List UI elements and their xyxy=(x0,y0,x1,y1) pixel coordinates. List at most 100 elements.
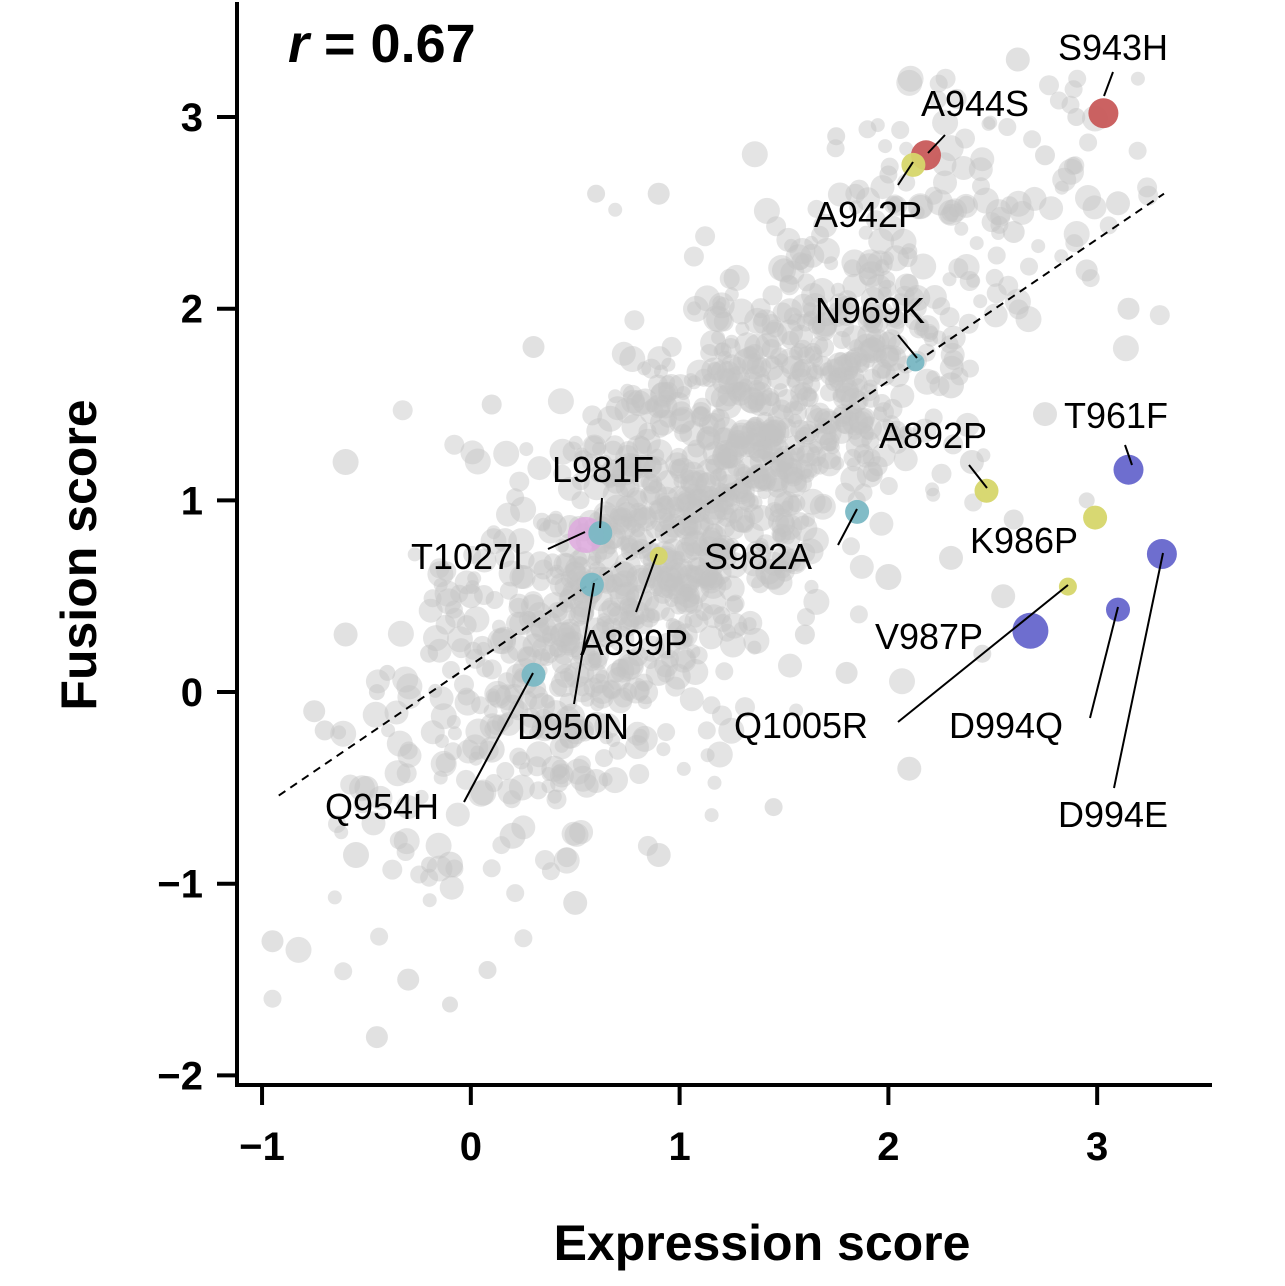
background-point xyxy=(699,625,724,650)
background-point xyxy=(765,319,784,338)
background-point xyxy=(628,646,649,667)
background-point xyxy=(556,631,581,656)
background-point xyxy=(637,695,652,710)
background-point xyxy=(803,588,830,615)
background-point xyxy=(506,884,525,903)
background-point xyxy=(580,692,595,707)
background-point xyxy=(554,577,573,596)
background-point xyxy=(885,194,904,213)
background-point xyxy=(849,200,864,215)
background-point xyxy=(694,562,719,587)
background-point xyxy=(699,498,725,525)
background-point xyxy=(521,611,536,625)
background-point xyxy=(702,524,727,548)
background-point xyxy=(810,336,829,355)
background-point xyxy=(762,551,787,576)
background-point xyxy=(926,487,941,502)
background-point xyxy=(384,760,411,787)
background-point xyxy=(715,517,736,538)
background-point xyxy=(835,482,856,503)
background-point xyxy=(681,530,708,557)
highlight-point-n969k xyxy=(906,353,925,372)
background-point xyxy=(898,426,913,440)
background-point xyxy=(762,419,787,444)
background-point xyxy=(553,552,578,577)
background-point xyxy=(940,342,965,367)
background-point xyxy=(559,692,578,711)
background-point xyxy=(470,779,497,806)
background-point xyxy=(732,482,753,503)
background-point xyxy=(587,551,602,566)
background-point xyxy=(492,626,517,651)
background-point xyxy=(797,273,816,292)
background-point xyxy=(909,318,930,339)
background-point xyxy=(711,359,735,384)
background-point xyxy=(518,610,537,629)
background-point xyxy=(762,450,777,465)
leader-line-a892p xyxy=(968,464,988,489)
background-point xyxy=(834,302,859,326)
background-point xyxy=(611,658,630,677)
background-point xyxy=(781,548,808,575)
background-point xyxy=(741,432,768,459)
background-point xyxy=(810,456,829,475)
background-point xyxy=(875,344,900,369)
background-point xyxy=(804,346,823,365)
background-point xyxy=(619,477,640,498)
background-point xyxy=(813,312,837,337)
background-point xyxy=(875,564,902,590)
background-point xyxy=(713,500,734,520)
background-point xyxy=(875,302,893,321)
background-point xyxy=(556,553,577,574)
background-point xyxy=(854,483,873,502)
point-label-a899p: A899P xyxy=(580,622,688,663)
background-point xyxy=(772,302,793,323)
background-point xyxy=(457,687,476,706)
background-point xyxy=(690,564,711,585)
background-point xyxy=(721,552,748,579)
background-point xyxy=(796,442,821,467)
background-point xyxy=(615,581,640,606)
background-point xyxy=(817,452,842,477)
background-point xyxy=(822,437,837,452)
background-point xyxy=(879,165,898,184)
background-point xyxy=(650,382,675,407)
background-point xyxy=(858,225,873,240)
background-point xyxy=(764,798,783,817)
background-point xyxy=(520,594,545,619)
background-point xyxy=(884,307,904,328)
background-point xyxy=(1020,257,1038,276)
background-point xyxy=(877,270,896,289)
background-point xyxy=(835,415,854,434)
point-label-q954h: Q954H xyxy=(325,786,439,827)
background-point xyxy=(968,157,993,182)
background-point xyxy=(499,822,526,849)
background-point xyxy=(809,278,836,304)
background-point xyxy=(835,382,860,407)
background-point xyxy=(686,488,707,509)
background-point xyxy=(879,477,898,495)
background-point xyxy=(687,375,702,390)
point-label-t1027i: T1027I xyxy=(411,536,523,577)
background-point xyxy=(717,576,732,591)
background-point xyxy=(763,437,790,464)
background-point xyxy=(493,528,517,553)
background-point xyxy=(542,700,569,727)
point-label-t961f: T961F xyxy=(1064,395,1168,436)
background-point xyxy=(768,450,793,475)
background-point xyxy=(666,391,691,416)
background-point xyxy=(548,510,563,525)
background-point xyxy=(625,588,640,603)
background-point xyxy=(676,584,700,608)
background-point xyxy=(857,338,882,363)
background-point xyxy=(616,656,641,681)
highlight-point-a899p xyxy=(649,547,668,565)
y-tick-label: 0 xyxy=(181,671,203,715)
background-point xyxy=(783,466,804,487)
background-point xyxy=(791,358,818,385)
background-point xyxy=(630,615,645,630)
background-point xyxy=(942,272,957,287)
background-point xyxy=(761,451,776,466)
background-point xyxy=(613,687,634,708)
background-point xyxy=(685,565,704,584)
